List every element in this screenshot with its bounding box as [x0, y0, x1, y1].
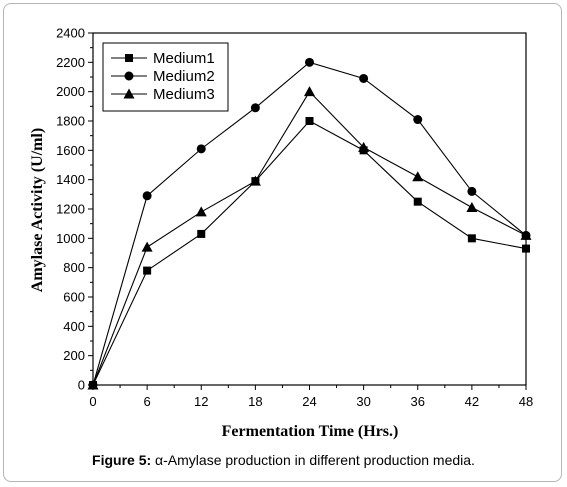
- y-tick-label: 0: [78, 378, 85, 393]
- data-point: [466, 202, 478, 213]
- series-layer: [87, 57, 532, 390]
- data-point: [250, 103, 260, 113]
- y-tick-label: 1600: [56, 143, 85, 158]
- y-tick-label: 200: [63, 348, 85, 363]
- y-tick-label: 600: [63, 290, 85, 305]
- legend-label: Medium2: [153, 68, 215, 85]
- figure-caption: Figure 5: α-Amylase production in differ…: [0, 452, 567, 468]
- y-tick-label: 1800: [56, 114, 85, 129]
- y-tick-label: 1400: [56, 172, 85, 187]
- data-point: [197, 229, 206, 238]
- line-chart: 0 200 400 600 800 1000 1200 1400 1600 1800 2000 220…: [29, 26, 533, 441]
- legend-marker: [123, 88, 135, 99]
- series-line: [92, 90, 527, 386]
- y-tick-label: 1200: [56, 202, 85, 217]
- y-tick-label: 2200: [56, 55, 85, 70]
- legend-label: Medium3: [153, 86, 215, 103]
- data-point: [305, 117, 314, 125]
- data-point: [196, 144, 206, 154]
- data-point: [141, 241, 153, 252]
- x-tick-label: 12: [194, 394, 208, 409]
- data-point: [522, 244, 530, 253]
- data-point: [195, 206, 207, 217]
- y-tick-label: 2000: [56, 84, 85, 99]
- data-point: [413, 197, 422, 206]
- legend-box: [102, 42, 229, 112]
- x-tick-label: 0: [89, 394, 96, 409]
- series-medium1: [89, 117, 530, 389]
- y-tick-label: 800: [63, 260, 85, 275]
- x-tick-label: 24: [302, 394, 316, 409]
- legend-marker: [125, 54, 133, 62]
- data-point: [467, 234, 476, 243]
- caption-label: Figure 5:: [92, 452, 152, 468]
- x-tick-label: 18: [248, 394, 262, 409]
- x-tick-label: 48: [519, 394, 533, 409]
- y-tick-label: 2400: [56, 26, 85, 41]
- x-tick-label: 42: [465, 394, 479, 409]
- data-point: [142, 191, 152, 201]
- data-point: [412, 171, 424, 182]
- data-point: [520, 229, 532, 240]
- data-point: [467, 186, 477, 196]
- data-point: [413, 115, 423, 125]
- x-tick-label: 36: [411, 394, 425, 409]
- data-point: [87, 379, 99, 390]
- y-tick-label: 1000: [56, 231, 85, 246]
- y-tick-label: 400: [63, 319, 85, 334]
- caption-text: α-Amylase production in different produc…: [151, 452, 475, 468]
- figure-frame: [3, 3, 562, 482]
- series-medium3: [87, 86, 532, 390]
- data-point: [305, 57, 314, 67]
- data-point: [143, 266, 152, 275]
- x-tick-label: 30: [356, 394, 370, 409]
- legend-marker: [124, 71, 134, 81]
- series-medium2: [88, 57, 531, 390]
- x-axis-title: Fermentation Time (Hrs.): [222, 423, 399, 440]
- legend-label: Medium1: [153, 50, 215, 67]
- data-point: [359, 73, 369, 83]
- data-point: [304, 86, 315, 97]
- x-tick-label: 6: [144, 394, 151, 409]
- axes: 0 200 400 600 800 1000 1200 1400 1600 1800 2000 220…: [56, 26, 533, 410]
- data-point: [249, 175, 261, 186]
- series-line: [92, 120, 527, 386]
- y-axis-title: Amylase Activity (U/ml): [29, 128, 46, 292]
- data-point: [358, 141, 370, 152]
